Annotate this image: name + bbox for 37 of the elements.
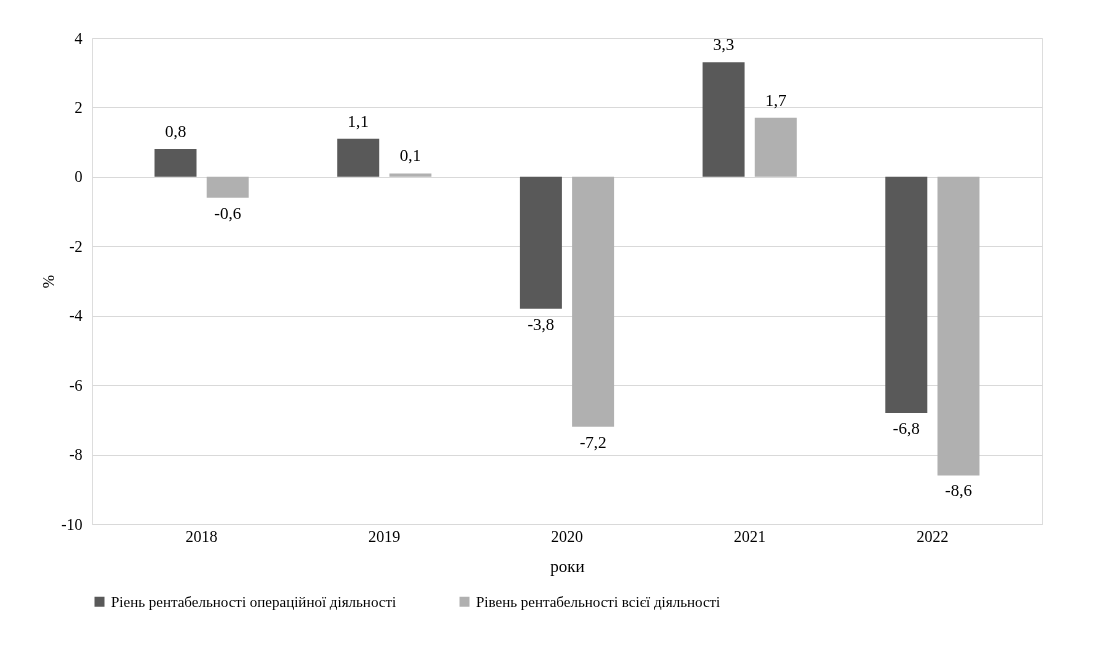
data-label: -6,8 [892, 418, 920, 438]
x-tick-label: 2022 [916, 527, 949, 545]
bar [937, 176, 980, 476]
y-tick-label: -4 [69, 307, 83, 325]
x-tick-label: 2020 [551, 527, 583, 545]
y-tick-label: 4 [74, 29, 83, 47]
data-label: -7,2 [579, 432, 607, 452]
x-axis-title: роки [550, 556, 585, 576]
bar [389, 173, 432, 177]
bar [154, 149, 197, 177]
data-label: 0,8 [164, 122, 187, 142]
y-tick-label: 0 [74, 168, 83, 186]
y-tick-label: 2 [74, 98, 83, 116]
y-tick-label: -8 [69, 446, 83, 464]
y-tick-label: -10 [61, 515, 83, 533]
x-tick-label: 2021 [733, 527, 766, 545]
x-tick-label: 2019 [368, 527, 401, 545]
bar [206, 176, 249, 198]
data-label: 1,7 [765, 90, 787, 110]
data-label: 1,1 [347, 111, 369, 131]
y-tick-label: -2 [69, 237, 83, 255]
bar [337, 138, 380, 177]
legend-label: Рівень рентабельності всієї діяльності [476, 593, 721, 610]
x-tick-label: 2018 [185, 527, 218, 545]
bar [885, 176, 928, 413]
bar [702, 62, 745, 177]
data-label: -8,6 [945, 481, 972, 501]
data-label: -3,8 [527, 314, 555, 334]
y-axis-title: % [40, 274, 58, 289]
data-label: -0,6 [214, 203, 242, 223]
bar [519, 176, 562, 309]
legend-label: Ріень рентабельності операційної діяльності [111, 593, 397, 610]
y-tick-label: -6 [69, 376, 83, 394]
data-label: 0,1 [399, 146, 422, 166]
bar [572, 176, 615, 427]
data-label: 3,3 [712, 35, 735, 55]
bar [754, 117, 797, 177]
